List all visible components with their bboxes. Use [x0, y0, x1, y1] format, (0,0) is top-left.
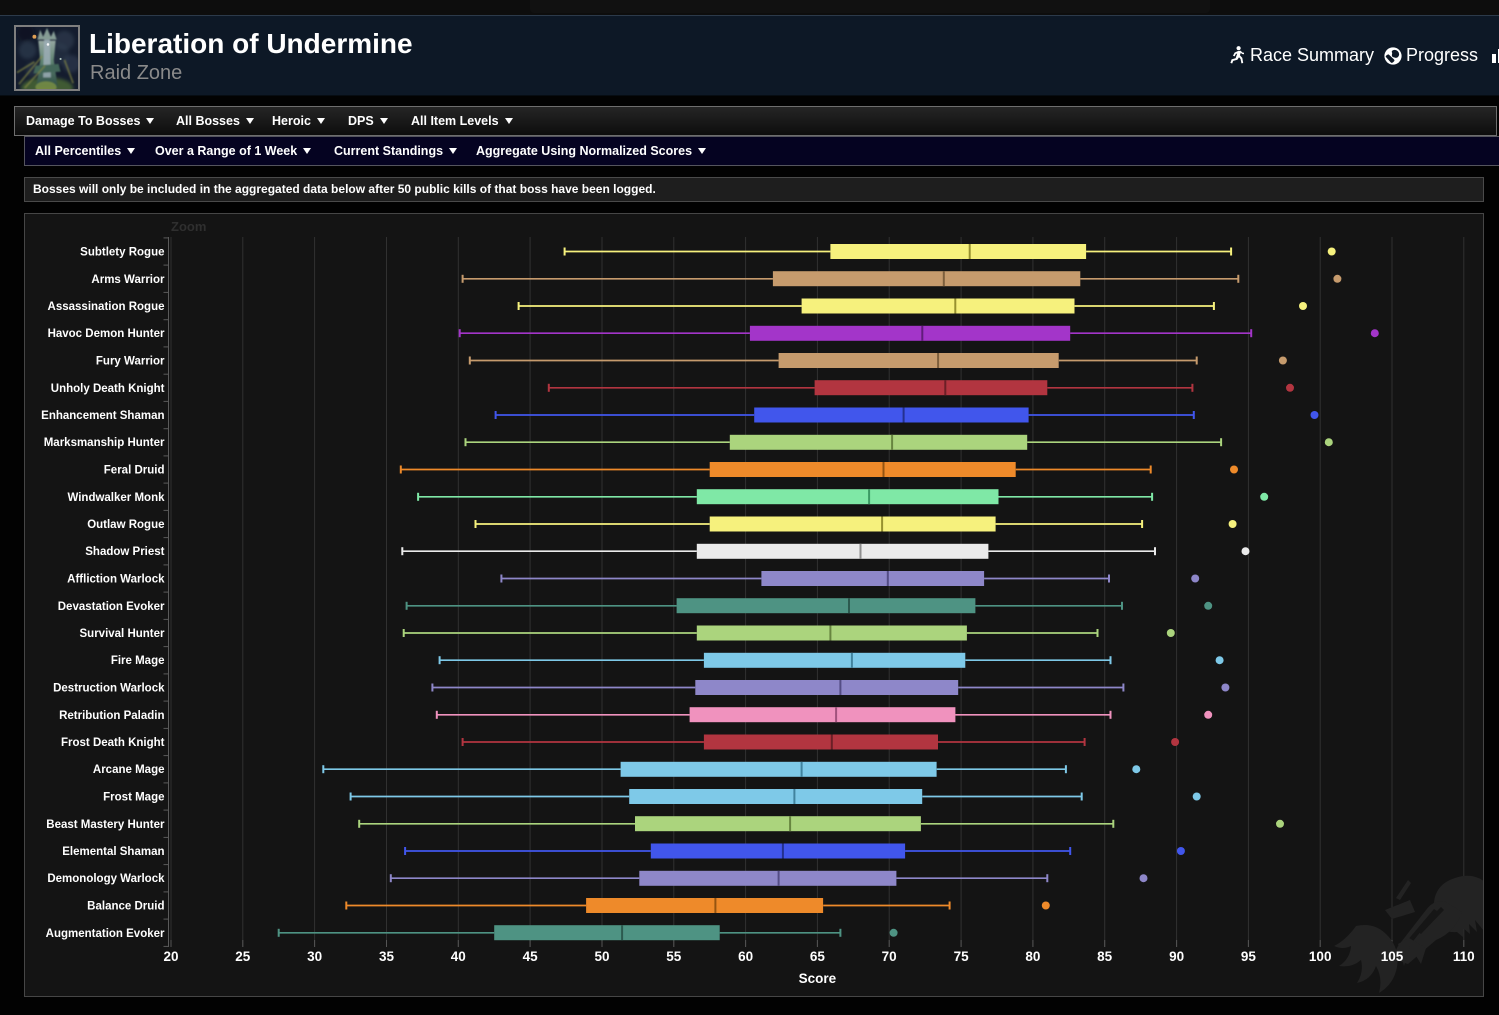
svg-text:Enhancement Shaman: Enhancement Shaman: [41, 410, 164, 422]
svg-text:Affliction Warlock: Affliction Warlock: [67, 574, 165, 586]
svg-text:30: 30: [307, 949, 322, 964]
svg-text:40: 40: [451, 949, 466, 964]
svg-text:Arms Warrior: Arms Warrior: [91, 274, 165, 286]
svg-text:Marksmanship Hunter: Marksmanship Hunter: [44, 437, 165, 449]
svg-text:Arcane Mage: Arcane Mage: [93, 764, 165, 776]
svg-text:Augmentation Evoker: Augmentation Evoker: [46, 928, 165, 940]
svg-text:65: 65: [810, 949, 826, 964]
svg-text:Zoom: Zoom: [171, 219, 206, 234]
svg-text:35: 35: [379, 949, 395, 964]
svg-text:50: 50: [594, 949, 609, 964]
svg-text:Devastation Evoker: Devastation Evoker: [58, 601, 165, 613]
svg-text:Retribution Paladin: Retribution Paladin: [59, 710, 164, 722]
svg-text:60: 60: [738, 949, 753, 964]
svg-text:105: 105: [1381, 949, 1404, 964]
svg-text:25: 25: [235, 949, 251, 964]
svg-text:Destruction Warlock: Destruction Warlock: [53, 683, 165, 695]
svg-text:55: 55: [666, 949, 682, 964]
svg-text:110: 110: [1453, 949, 1475, 964]
svg-text:70: 70: [882, 949, 897, 964]
svg-text:85: 85: [1097, 949, 1113, 964]
svg-text:Windwalker Monk: Windwalker Monk: [67, 492, 165, 504]
svg-text:95: 95: [1241, 949, 1257, 964]
svg-text:Fire Mage: Fire Mage: [111, 655, 165, 667]
svg-text:20: 20: [163, 949, 178, 964]
svg-text:Balance Druid: Balance Druid: [87, 901, 164, 913]
svg-text:75: 75: [954, 949, 970, 964]
svg-text:Unholy Death Knight: Unholy Death Knight: [51, 383, 165, 395]
svg-text:Assassination Rogue: Assassination Rogue: [48, 301, 165, 313]
svg-text:Demonology Warlock: Demonology Warlock: [47, 873, 165, 885]
svg-text:Fury Warrior: Fury Warrior: [96, 356, 165, 368]
svg-text:Survival Hunter: Survival Hunter: [80, 628, 166, 640]
svg-text:Frost Mage: Frost Mage: [103, 792, 164, 804]
svg-text:45: 45: [523, 949, 539, 964]
svg-text:Feral Druid: Feral Druid: [104, 465, 165, 477]
svg-text:Beast Mastery Hunter: Beast Mastery Hunter: [46, 819, 165, 831]
svg-text:Subtlety Rogue: Subtlety Rogue: [80, 247, 164, 259]
svg-text:80: 80: [1025, 949, 1040, 964]
svg-text:Score: Score: [799, 971, 837, 986]
svg-text:Frost Death Knight: Frost Death Knight: [61, 737, 165, 749]
svg-text:100: 100: [1309, 949, 1332, 964]
svg-text:Outlaw Rogue: Outlaw Rogue: [87, 519, 164, 531]
svg-text:90: 90: [1169, 949, 1184, 964]
svg-text:Havoc Demon Hunter: Havoc Demon Hunter: [48, 328, 165, 340]
svg-text:Shadow Priest: Shadow Priest: [85, 546, 164, 558]
svg-text:Elemental Shaman: Elemental Shaman: [62, 846, 164, 858]
